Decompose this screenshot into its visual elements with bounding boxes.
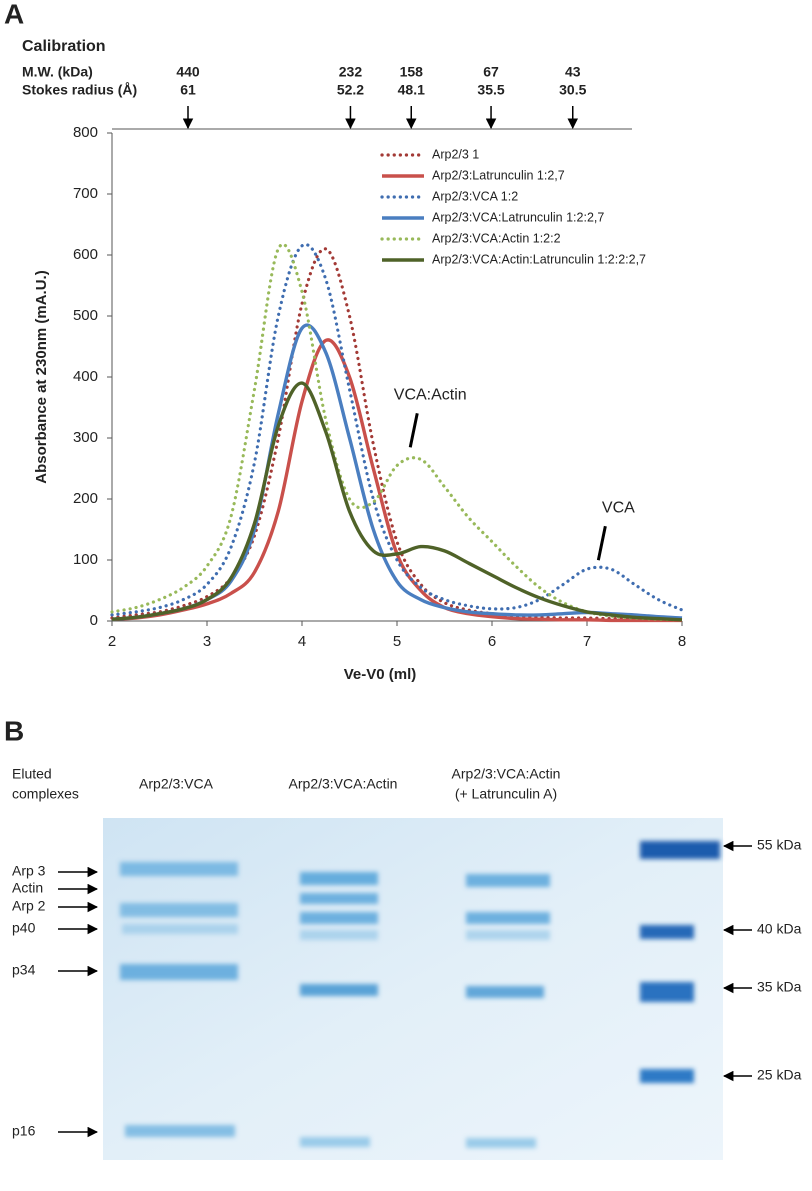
x-tick-label: 7 — [583, 633, 591, 650]
y-tick-label: 400 — [73, 368, 98, 385]
x-tick-label: 6 — [488, 633, 496, 650]
gel-lane-label: Arp2/3:VCA:Actin — [289, 776, 398, 792]
y-tick-label: 500 — [73, 307, 98, 324]
calibration-mw: 43 — [565, 64, 581, 80]
legend-label: Arp2/3:VCA:Latrunculin 1:2:2,7 — [432, 210, 604, 224]
marker-label: 55 kDa — [757, 837, 802, 853]
data-line — [111, 338, 682, 623]
gel-band-label: Actin — [12, 880, 43, 896]
calibration-mw: 440 — [176, 64, 200, 80]
y-tick-label: 700 — [73, 185, 98, 202]
calibration-row-label: Stokes radius (Å) — [22, 82, 137, 98]
gel-band-label: Arp 3 — [12, 863, 46, 879]
calibration-stokes: 30.5 — [559, 82, 586, 98]
gel-band-label: p34 — [12, 962, 36, 978]
marker-label: 40 kDa — [757, 921, 802, 937]
x-tick-label: 8 — [678, 633, 686, 650]
marker-label: 35 kDa — [757, 979, 802, 995]
y-tick-label: 100 — [73, 551, 98, 568]
x-axis-title: Ve-V0 (ml) — [344, 666, 417, 683]
legend-label: Arp2/3 1 — [432, 147, 479, 161]
calibration-mw: 67 — [483, 64, 499, 80]
calibration-stokes: 61 — [180, 82, 196, 98]
annotation: VCA — [602, 499, 635, 516]
x-tick-label: 5 — [393, 633, 401, 650]
legend-label: Arp2/3:Latrunculin 1:2,7 — [432, 168, 565, 182]
x-tick-label: 3 — [203, 633, 211, 650]
calibration-mw: 158 — [400, 64, 424, 80]
annotation-pointer — [408, 412, 419, 448]
legend-label: Arp2/3:VCA 1:2 — [432, 189, 518, 203]
panel-label: A — [4, 0, 24, 29]
calibration-row-label: M.W. (kDa) — [22, 64, 93, 80]
y-tick-label: 800 — [73, 124, 98, 141]
data-line — [110, 242, 684, 617]
annotation-pointer — [596, 525, 607, 561]
y-tick-label: 300 — [73, 429, 98, 446]
calibration-mw: 232 — [339, 64, 363, 80]
x-tick-label: 4 — [298, 633, 306, 650]
gel-lane-label: Arp2/3:VCA:Actin — [452, 766, 561, 782]
data-line — [111, 323, 683, 621]
data-line — [111, 381, 683, 622]
calibration-stokes: 52.2 — [337, 82, 364, 98]
legend-label: Arp2/3:VCA:Actin 1:2:2 — [432, 231, 561, 245]
gel-band-label: Arp 2 — [12, 898, 46, 914]
annotation: VCA:Actin — [394, 387, 467, 404]
data-line — [110, 247, 684, 621]
y-axis-title: Absorbance at 230nm (mA.U.) — [33, 270, 50, 483]
y-tick-label: 600 — [73, 246, 98, 263]
y-tick-label: 0 — [90, 612, 98, 629]
data-line — [110, 242, 684, 622]
marker-label: 25 kDa — [757, 1067, 802, 1083]
x-tick-label: 2 — [108, 633, 116, 650]
gel-bands — [120, 841, 720, 1148]
gel-band-label: p16 — [12, 1123, 36, 1139]
panel-label: B — [4, 715, 24, 746]
y-tick-label: 200 — [73, 490, 98, 507]
gel-lane-label: Arp2/3:VCA — [139, 776, 214, 792]
calibration-title: Calibration — [22, 38, 106, 55]
calibration-stokes: 48.1 — [398, 82, 425, 98]
gel-row-header: complexes — [12, 786, 79, 802]
calibration-stokes: 35.5 — [477, 82, 504, 98]
gel-lane-label: (+ Latrunculin A) — [455, 786, 557, 802]
legend-label: Arp2/3:VCA:Actin:Latrunculin 1:2:2:2,7 — [432, 252, 646, 266]
gel-row-header: Eluted — [12, 766, 52, 782]
gel-band-label: p40 — [12, 920, 36, 936]
